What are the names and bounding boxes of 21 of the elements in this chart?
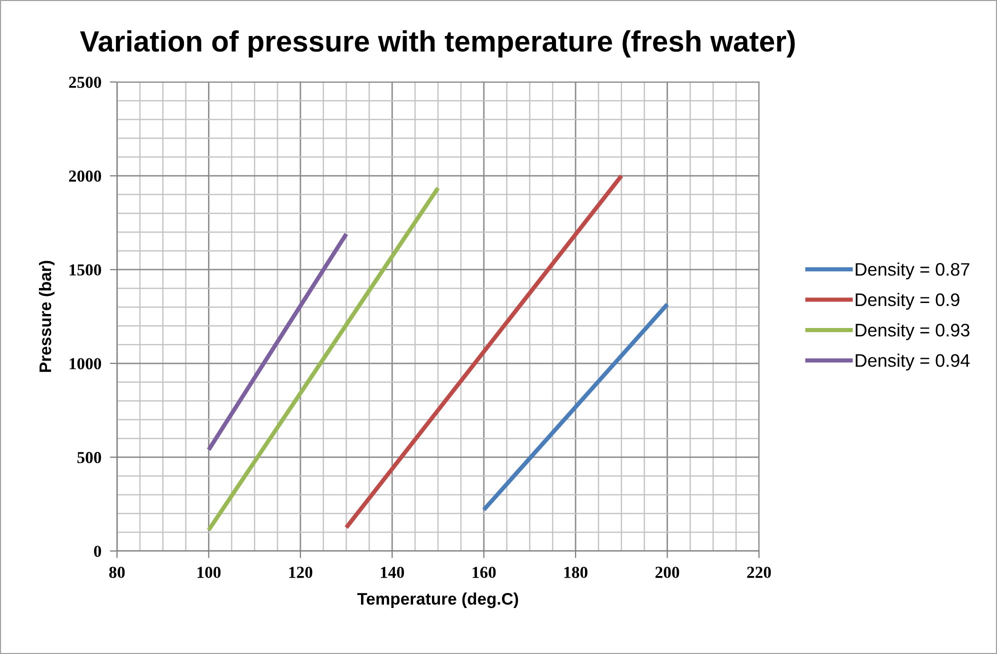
y-tick-label: 2000 <box>69 170 102 182</box>
x-tick-label: 80 <box>109 566 125 578</box>
x-tick-label: 200 <box>655 566 680 578</box>
legend-label: Density = 0.87 <box>856 262 970 280</box>
y-axis-title: Pressure (bar) <box>38 260 54 372</box>
x-tick-label: 220 <box>747 566 771 578</box>
y-tick-label: 0 <box>94 546 102 557</box>
x-tick-label: 160 <box>472 566 496 578</box>
y-tick-label: 1000 <box>70 358 102 370</box>
x-axis-title: Temperature (deg.C) <box>357 592 518 608</box>
chart-title: Variation of pressure with temperature (fresh water) <box>80 30 795 58</box>
x-tick-label: 140 <box>380 566 404 578</box>
x-tick-label: 100 <box>198 566 221 578</box>
x-tick-label: 120 <box>289 566 312 578</box>
x-tick-label: 180 <box>564 566 588 578</box>
legend-label: Density = 0.9 <box>856 292 960 310</box>
y-tick-label: 2500 <box>69 76 102 88</box>
legend-label: Density = 0.94 <box>856 354 970 370</box>
legend-label: Density = 0.93 <box>856 323 970 340</box>
y-tick-label: 1500 <box>70 264 102 276</box>
y-tick-label: 500 <box>77 452 102 464</box>
